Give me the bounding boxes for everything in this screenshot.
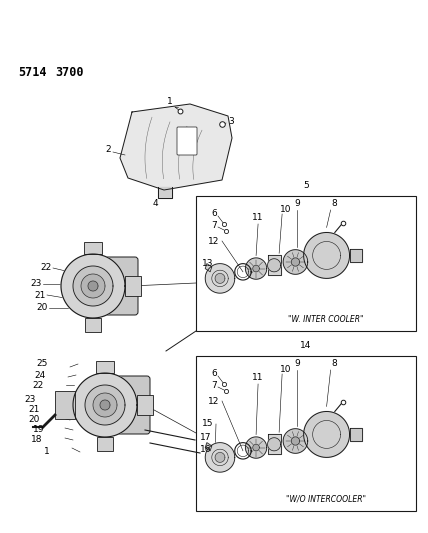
Text: 6: 6 xyxy=(211,209,217,219)
Text: 19: 19 xyxy=(33,425,44,434)
Polygon shape xyxy=(85,385,125,425)
Bar xyxy=(196,196,416,331)
Polygon shape xyxy=(61,254,125,318)
Text: 5: 5 xyxy=(303,181,309,190)
Text: 4: 4 xyxy=(152,198,158,207)
Polygon shape xyxy=(93,393,117,417)
Bar xyxy=(125,276,141,296)
Polygon shape xyxy=(283,429,308,453)
Text: 11: 11 xyxy=(253,214,264,222)
Polygon shape xyxy=(283,249,308,274)
Polygon shape xyxy=(291,437,300,445)
Polygon shape xyxy=(205,264,212,272)
Polygon shape xyxy=(158,187,172,198)
Text: 16: 16 xyxy=(200,446,211,455)
Text: 5714: 5714 xyxy=(18,67,47,79)
Text: 9: 9 xyxy=(294,199,300,208)
Polygon shape xyxy=(245,258,267,279)
Polygon shape xyxy=(268,259,281,272)
Polygon shape xyxy=(268,438,281,451)
FancyBboxPatch shape xyxy=(96,361,114,373)
Text: 22: 22 xyxy=(33,381,44,390)
FancyBboxPatch shape xyxy=(84,242,102,254)
Text: 20: 20 xyxy=(29,416,40,424)
Polygon shape xyxy=(215,453,225,462)
Text: 6: 6 xyxy=(211,369,217,378)
Polygon shape xyxy=(88,281,98,291)
Polygon shape xyxy=(245,437,267,458)
Polygon shape xyxy=(100,400,110,410)
Text: 7: 7 xyxy=(211,382,217,391)
Text: 11: 11 xyxy=(253,374,264,383)
Bar xyxy=(196,356,416,511)
FancyBboxPatch shape xyxy=(110,376,150,434)
Polygon shape xyxy=(120,104,232,190)
Polygon shape xyxy=(268,255,281,275)
Polygon shape xyxy=(215,273,225,284)
Polygon shape xyxy=(304,411,350,457)
Text: 10: 10 xyxy=(280,366,292,375)
Polygon shape xyxy=(205,442,235,472)
Text: 8: 8 xyxy=(332,359,337,368)
FancyBboxPatch shape xyxy=(177,127,197,155)
Text: 18: 18 xyxy=(30,435,42,445)
Text: 10: 10 xyxy=(280,206,292,214)
Polygon shape xyxy=(81,274,105,298)
Text: 21: 21 xyxy=(29,406,40,415)
FancyBboxPatch shape xyxy=(98,257,138,315)
Text: 12: 12 xyxy=(208,397,220,406)
Text: 3700: 3700 xyxy=(55,67,83,79)
Polygon shape xyxy=(205,264,235,293)
Text: 25: 25 xyxy=(37,359,48,368)
Polygon shape xyxy=(253,445,259,451)
Text: 7: 7 xyxy=(211,222,217,230)
Text: 12: 12 xyxy=(208,237,220,246)
Text: 13: 13 xyxy=(202,260,214,269)
Text: 15: 15 xyxy=(202,419,214,429)
Text: 1: 1 xyxy=(44,448,50,456)
Polygon shape xyxy=(73,266,113,306)
Text: 14: 14 xyxy=(300,341,312,350)
Text: 23: 23 xyxy=(25,395,36,405)
Polygon shape xyxy=(253,265,259,272)
Text: "W/O INTERCOOLER": "W/O INTERCOOLER" xyxy=(286,495,366,504)
Text: 23: 23 xyxy=(31,279,42,288)
Bar xyxy=(55,391,75,419)
Polygon shape xyxy=(73,373,137,437)
Text: 24: 24 xyxy=(35,370,46,379)
Text: 21: 21 xyxy=(35,290,46,300)
Polygon shape xyxy=(268,434,281,454)
Polygon shape xyxy=(350,428,362,441)
Polygon shape xyxy=(291,258,300,266)
Bar xyxy=(137,395,153,415)
Polygon shape xyxy=(350,249,362,262)
Text: 20: 20 xyxy=(37,303,48,312)
Text: 8: 8 xyxy=(332,199,337,208)
Polygon shape xyxy=(205,442,212,451)
Text: 9: 9 xyxy=(294,359,300,368)
Bar xyxy=(97,437,113,451)
Text: 2: 2 xyxy=(105,146,111,155)
Bar xyxy=(85,318,101,332)
Text: 22: 22 xyxy=(41,263,52,272)
Polygon shape xyxy=(304,232,350,278)
Text: 17: 17 xyxy=(200,432,211,441)
Text: "W. INTER COOLER": "W. INTER COOLER" xyxy=(288,314,364,324)
Text: 1: 1 xyxy=(167,97,173,106)
Text: 3: 3 xyxy=(228,117,234,126)
